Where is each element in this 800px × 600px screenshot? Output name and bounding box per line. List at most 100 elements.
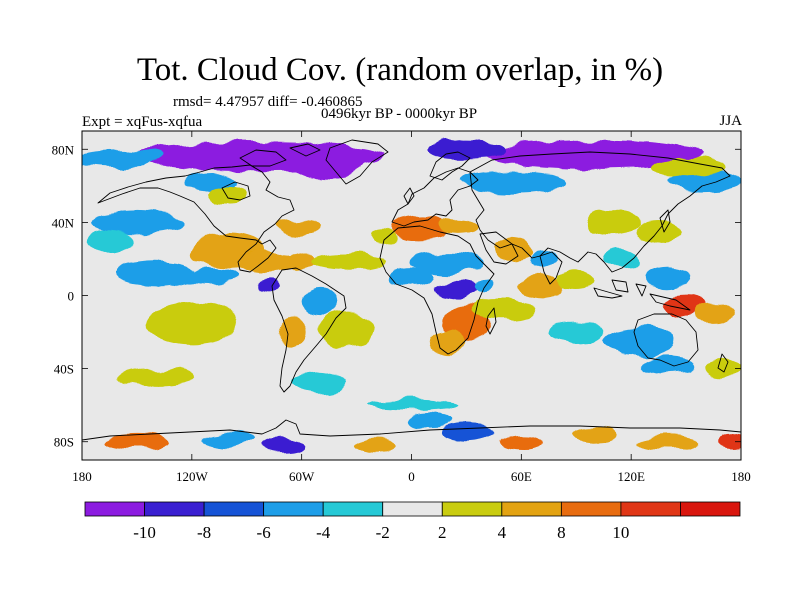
x-tick-label: 120W [176,469,209,484]
coastline-british-isles [403,187,415,205]
anomaly-patch [557,271,595,291]
colorbar-label: 4 [498,523,507,542]
anomaly-patch [118,368,192,387]
coastline-africa [379,225,495,355]
colorbar-swatch [620,501,681,517]
anomaly-patch [645,266,690,289]
colorbar-swatch [680,501,741,517]
coastline-asia [469,151,731,273]
coastline-arctic-islands [239,143,321,167]
coastline-hudson-bay [221,181,251,201]
anomaly-patch [640,434,696,450]
colorbar-label: -8 [197,523,211,542]
anomaly-patch [517,275,562,298]
coastline-new-zealand [717,353,729,373]
anomaly-patch [585,209,641,236]
anomaly-patch [667,171,741,194]
x-tick-label: 60W [289,469,315,484]
anomaly-patch [603,249,641,269]
anomaly-patch [310,253,385,272]
rmsd-diff-stats: rmsd= 4.47957 diff= -0.460865 [173,94,363,110]
x-tick-label: 120E [617,469,645,484]
coastline-japan [659,209,671,233]
season-label: JJA [719,113,742,129]
colorbar-swatch [501,501,562,517]
experiment-label: Expt = xqFus-xqfua [82,114,203,130]
anomaly-patch [91,211,183,234]
colorbar-label: 10 [612,523,629,542]
y-tick-label: 80N [52,142,75,157]
anomaly-patch [210,185,247,205]
coastlines [82,139,741,441]
anomaly-patch [319,310,375,347]
anomaly-patch [277,317,308,347]
map-axis-labels: 180 120W 60W 0 60E 120E 180 80N 40N 0 40S 80S [52,142,751,484]
anomaly-patch [572,427,617,442]
y-tick-label: 40N [52,215,75,230]
anomaly-patch [407,412,452,428]
anomaly-patch [200,430,256,446]
colorbar-swatch [263,501,324,517]
anomaly-patch [257,280,280,292]
anomaly-patch [237,251,293,274]
anomaly-patch [279,218,324,234]
coastline-south-america [271,267,347,393]
colorbar-label: -2 [376,523,390,542]
colorbar-swatch [84,501,145,517]
anomaly-patch [87,229,132,252]
anomaly-patch [438,218,476,234]
x-tick-label: 0 [408,469,415,484]
plot-title: Tot. Cloud Cov. (random overlap, in %) [136,52,664,88]
anomaly-patch [649,158,723,177]
anomaly-patch [261,438,306,453]
y-tick-label: 0 [68,289,75,304]
anomaly-patch [528,247,558,270]
anomaly-patch [369,229,399,245]
colorbar-swatch [382,501,443,517]
anomaly-patch [470,300,536,320]
anomaly-patch [292,141,366,179]
anomaly-patch [435,280,480,300]
y-tick-label: 40S [54,362,74,377]
y-tick-label: 80S [54,435,74,450]
coastline-madagascar [485,307,497,335]
anomaly-patch [457,171,568,194]
anomaly-patch [695,304,732,323]
anomaly-patch [352,438,397,453]
anomaly-patch [717,434,741,450]
anomaly-patch [704,359,741,378]
time-period-label: 0496kyr BP - 0000kyr BP [321,106,478,122]
anomaly-patch [429,140,504,159]
anomaly-patch [411,251,485,274]
anomaly-patch [548,321,604,344]
anomaly-patch [287,253,317,272]
anomaly-field [82,140,741,453]
coastline-arabia [479,231,519,265]
anomaly-patch [393,216,449,239]
anomaly-patch [389,268,434,287]
anomaly-patch [640,355,696,375]
coastline-scandinavia [429,151,471,181]
colorbar-swatch [203,501,265,517]
anomaly-patch [103,434,170,450]
anomaly-patch [484,140,705,170]
colorbar-swatch [441,501,503,517]
anomaly-patch [636,220,681,243]
anomaly-patch [182,269,238,285]
map-axis-ticks [81,131,742,460]
anomaly-patch [82,149,165,168]
colorbar-label: -4 [316,523,331,542]
anomaly-patch [603,326,677,356]
anomaly-patch [146,300,238,345]
coastline-north-america [97,164,295,273]
colorbar-swatch [144,501,205,517]
x-tick-label: 180 [731,469,751,484]
x-tick-label: 60E [511,469,532,484]
colorbar [84,501,741,517]
x-tick-label: 180 [72,469,92,484]
colorbar-label: 2 [438,523,447,542]
anomaly-patch [365,399,458,411]
coastline-indonesia [593,279,691,311]
anomaly-patch [114,260,196,287]
anomaly-patch [301,286,339,316]
